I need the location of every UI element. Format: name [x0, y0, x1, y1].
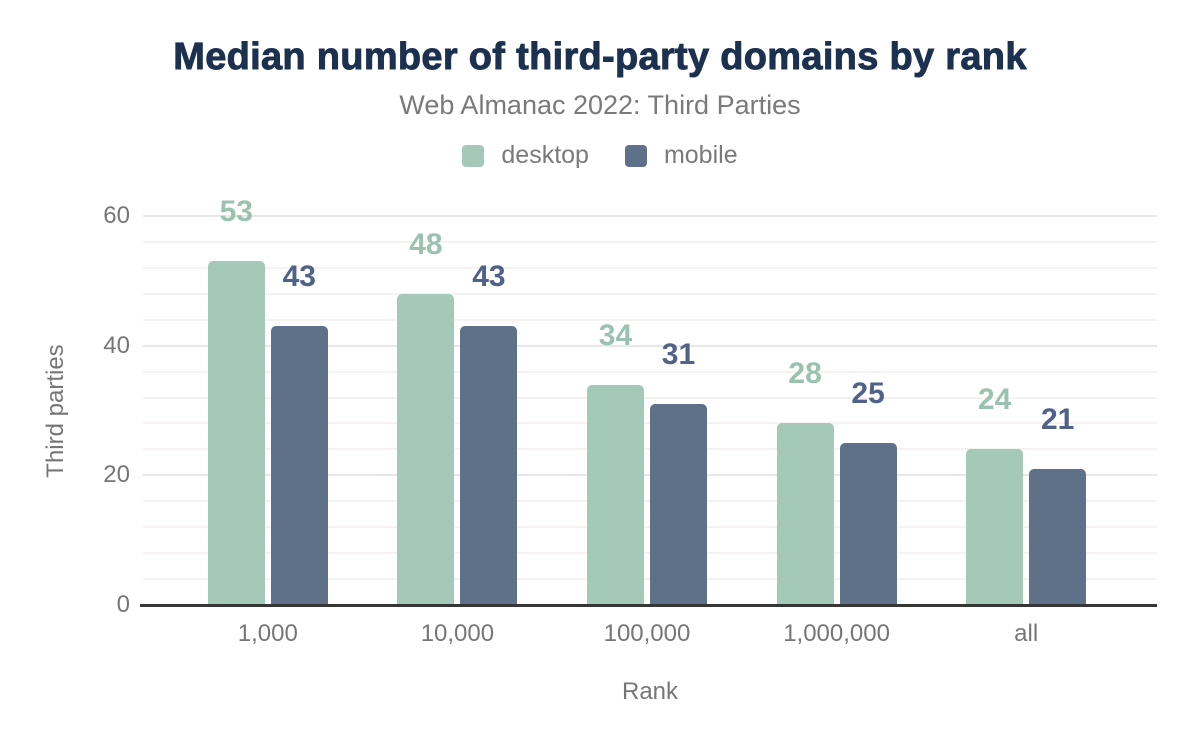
bar-group-all: 24 21 [931, 216, 1121, 605]
y-tick-label-20: 20 [103, 461, 130, 489]
x-tick-label-1000: 1,000 [237, 620, 298, 647]
bar-mobile-100000 [649, 404, 707, 605]
bar-value-mobile-10000: 43 [472, 260, 506, 294]
bar-group-1000: 53 43 [173, 197, 363, 605]
bar-desktop-1000 [207, 261, 265, 605]
bar-value-mobile-1000000: 25 [851, 376, 885, 410]
minor-gridline-56 [143, 240, 1157, 243]
bar-desktop-100000 [586, 384, 644, 605]
plot-area: 53 43 48 43 34 31 28 25 24 21 [143, 197, 1157, 605]
bar-value-desktop-100000: 34 [598, 318, 633, 352]
x-axis-title: Rank [621, 678, 679, 705]
minor-gridline-48 [143, 292, 1157, 295]
bar-value-mobile-all: 21 [1040, 402, 1075, 436]
legend-swatch-desktop [462, 144, 485, 167]
bar-value-desktop-1000: 53 [219, 195, 253, 229]
bar-value-mobile-1000: 43 [282, 260, 316, 294]
bar-value-mobile-100000: 31 [661, 338, 696, 372]
x-tick-label-all: all [1014, 620, 1039, 647]
legend-label-mobile: mobile [663, 141, 738, 169]
legend-item-mobile: mobile [624, 141, 738, 170]
legend-swatch-mobile [624, 144, 647, 167]
x-tick-label-100000: 100,000 [603, 620, 691, 647]
bar-value-desktop-1000000: 28 [788, 357, 822, 391]
bar-group-1000000: 28 25 [742, 216, 932, 605]
bar-mobile-10000 [460, 326, 518, 605]
minor-gridline-44 [143, 318, 1157, 321]
x-axis-ticks: 1,000 10,000 100,000 1,000,000 all [173, 620, 1121, 648]
major-gridline-40 [143, 344, 1157, 347]
y-tick-label-60: 60 [103, 202, 130, 229]
bar-mobile-all [1029, 468, 1087, 605]
legend-item-desktop: desktop [462, 141, 589, 170]
bar-desktop-10000 [397, 293, 455, 605]
bar-desktop-1000000 [776, 423, 834, 605]
legend-label-desktop: desktop [501, 141, 589, 169]
minor-gridline-52 [143, 266, 1157, 269]
chart-title: Median number of third-party domains by … [173, 36, 1027, 79]
legend: desktop mobile [0, 141, 1200, 170]
x-tick-label-10000: 10,000 [420, 620, 495, 647]
bar-value-desktop-10000: 48 [409, 227, 443, 261]
x-tick-label-1000000: 1,000,000 [783, 620, 890, 647]
chart-subtitle: Web Almanac 2022: Third Parties [399, 90, 801, 120]
y-tick-label-0: 0 [116, 591, 130, 618]
minor-gridline-32 [143, 396, 1157, 399]
bar-slots: 53 43 48 43 34 31 28 25 24 21 [173, 197, 1121, 605]
bar-mobile-1000000 [839, 442, 897, 605]
bar-value-desktop-all: 24 [977, 383, 1012, 417]
minor-gridline-36 [143, 370, 1157, 373]
y-axis-title: Third parties [42, 344, 69, 478]
bar-group-10000: 48 43 [363, 216, 553, 605]
bar-group-100000: 34 31 [552, 216, 742, 605]
bar-desktop-all [966, 449, 1024, 605]
major-gridline-60 [143, 215, 1157, 217]
bar-mobile-1000 [270, 326, 328, 605]
x-axis-line [140, 604, 1157, 607]
y-tick-label-40: 40 [103, 331, 130, 359]
